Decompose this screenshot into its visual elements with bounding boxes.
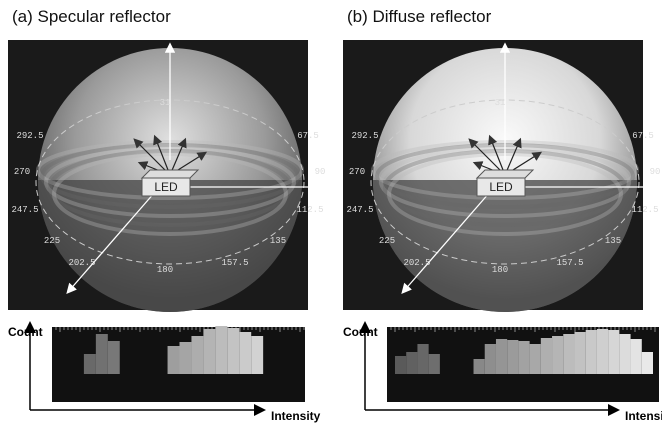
y-axis-label: Count: [343, 325, 378, 339]
angle-label: 90: [650, 167, 661, 177]
histogram-bar: [239, 332, 251, 374]
histogram-bar: [406, 352, 417, 374]
angle-label: 225: [44, 236, 60, 246]
panel: (a) Specular reflector LED 31 292.5 67.5 270 9…: [8, 7, 325, 423]
angle-label: 292.5: [351, 131, 378, 141]
histogram-bar: [395, 356, 406, 374]
led-label: LED: [154, 180, 178, 194]
histogram-bar: [215, 326, 227, 374]
y-axis-label: Count: [8, 325, 43, 339]
angle-label: 247.5: [346, 205, 373, 215]
histogram-bar: [108, 341, 120, 374]
angle-label: 270: [349, 167, 365, 177]
histogram-bar: [597, 329, 608, 374]
histogram-bar: [541, 338, 552, 374]
histogram-bar: [530, 344, 541, 374]
histogram-bar: [619, 334, 630, 374]
figure: (a) Specular reflector LED 31 292.5 67.5 270 9…: [0, 0, 662, 425]
histogram-bar: [84, 354, 96, 374]
angle-label: 180: [492, 265, 508, 275]
angle-label: 135: [605, 236, 621, 246]
angle-label: 202.5: [403, 258, 430, 268]
angle-label: 112.5: [296, 205, 323, 215]
angle-label: 31: [160, 98, 171, 108]
histogram-bar: [563, 334, 574, 374]
histogram-bar: [496, 339, 507, 374]
angle-label: 90: [315, 167, 326, 177]
histogram-bar: [203, 329, 215, 374]
angle-label: 67.5: [632, 131, 654, 141]
led-box-top: [477, 170, 533, 178]
histogram-bar: [507, 340, 518, 374]
histogram-bar: [227, 328, 239, 374]
histogram-bar: [485, 344, 496, 374]
histogram-bar: [96, 334, 108, 374]
angle-label: 31: [495, 98, 506, 108]
x-axis-label: Intensity: [625, 409, 662, 423]
angle-label: 157.5: [556, 258, 583, 268]
histogram-bar: [417, 344, 428, 374]
led-label: LED: [489, 180, 513, 194]
histogram-bar: [586, 330, 597, 374]
angle-label: 112.5: [631, 205, 658, 215]
angle-label: 180: [157, 265, 173, 275]
histogram-bar: [631, 339, 642, 374]
angle-label: 225: [379, 236, 395, 246]
led-box-top: [142, 170, 198, 178]
angle-label: 270: [14, 167, 30, 177]
x-axis-label: Intensity: [271, 409, 321, 423]
histogram-bar: [552, 336, 563, 374]
angle-label: 292.5: [16, 131, 43, 141]
angle-label: 202.5: [68, 258, 95, 268]
angle-label: 157.5: [221, 258, 248, 268]
histogram-bar: [474, 359, 485, 374]
histogram-bar: [574, 332, 585, 374]
histogram-bar: [168, 346, 180, 374]
histogram-bar: [180, 342, 192, 374]
histogram-bar: [642, 352, 653, 374]
histogram-bar: [608, 330, 619, 374]
angle-label: 247.5: [11, 205, 38, 215]
histogram-bar: [429, 354, 440, 374]
histogram-bar: [251, 336, 263, 374]
histogram-bar: [518, 341, 529, 374]
panel-title: (a) Specular reflector: [12, 7, 171, 26]
angle-label: 67.5: [297, 131, 319, 141]
panel: (b) Diffuse reflector LED 31 292.5 67.5 270 90…: [343, 7, 662, 423]
panel-title: (b) Diffuse reflector: [347, 7, 492, 26]
histogram-bar: [191, 336, 203, 374]
angle-label: 135: [270, 236, 286, 246]
